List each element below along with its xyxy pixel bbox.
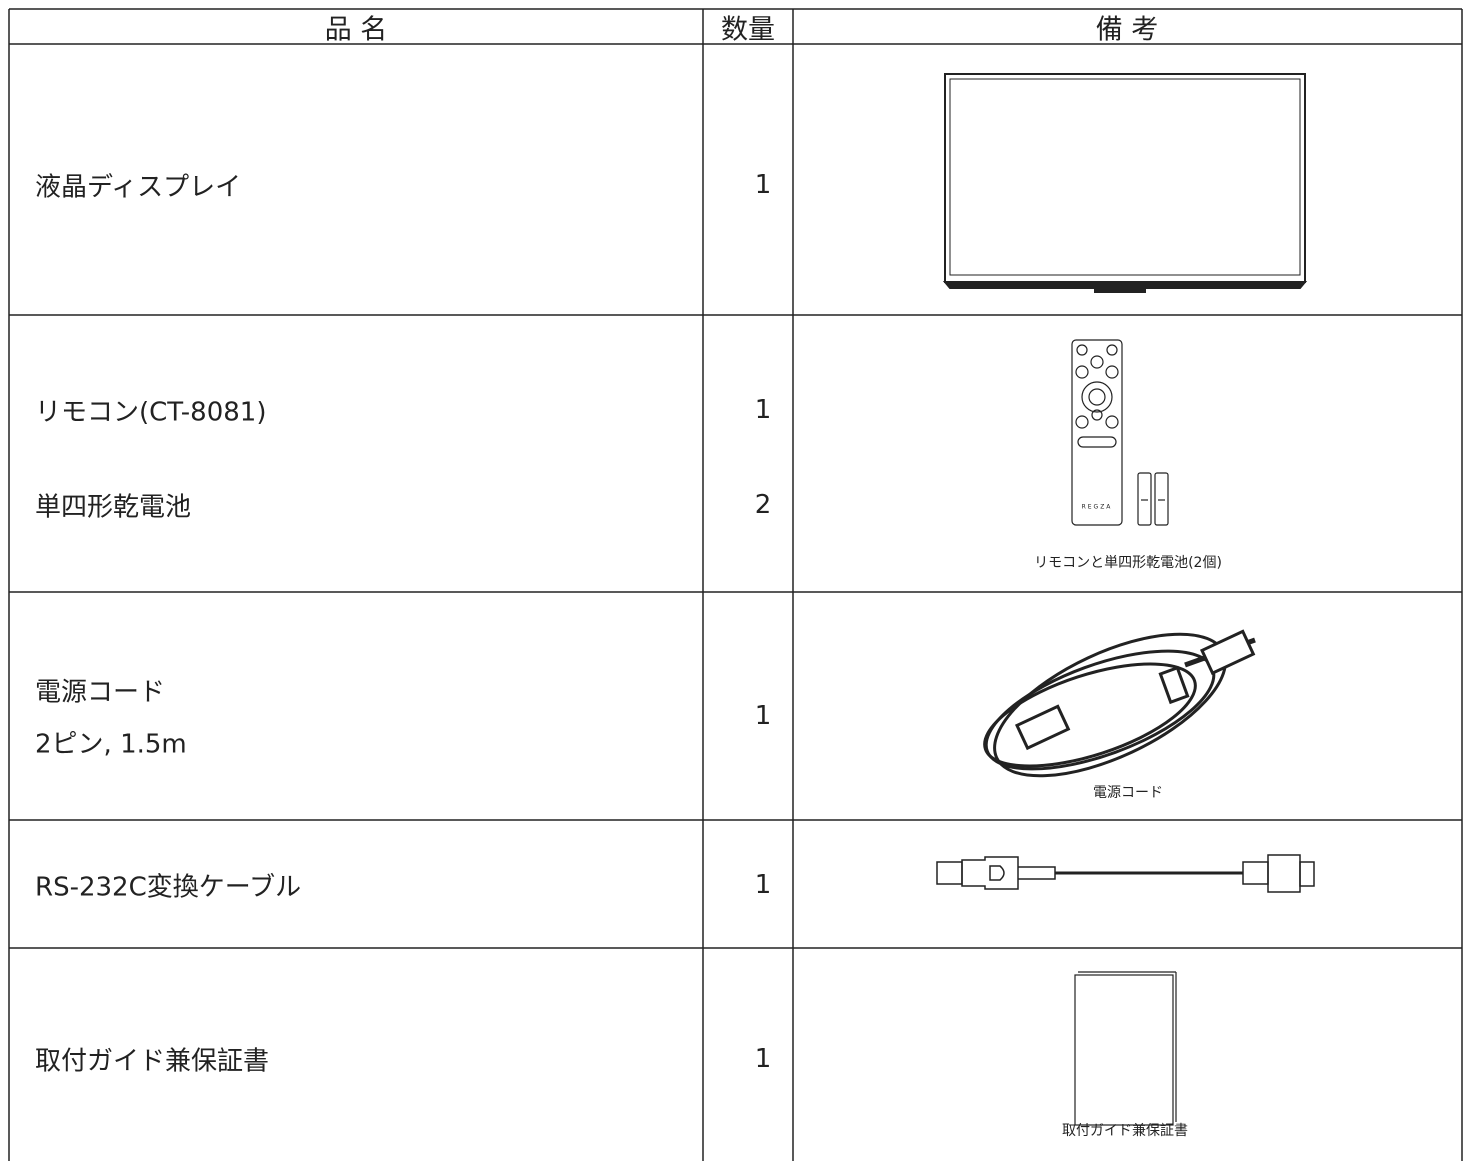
item-name: リモコン(CT-8081) [35, 397, 267, 428]
header-cell: 品 名 [324, 14, 388, 46]
header-cell: 備 考 [1095, 14, 1159, 46]
caption: 取付ガイド兼保証書 [1062, 1123, 1188, 1139]
item-name: 2ピン, 1.5m [35, 729, 187, 760]
item-quantity: 2 [754, 490, 772, 520]
guide-illustration [1074, 971, 1177, 1126]
caption: リモコンと単四形乾電池(2個) [1034, 555, 1222, 571]
rs232c-cable-illustration [936, 854, 1315, 893]
tv-illustration [942, 73, 1308, 293]
item-quantity: 1 [754, 870, 772, 900]
header-cell: 数量 [721, 14, 775, 46]
item-quantity: 1 [754, 395, 772, 425]
item-quantity: 1 [754, 170, 772, 200]
caption: 電源コード [1093, 785, 1163, 801]
item-name: 液晶ディスプレイ [35, 172, 242, 203]
cord-illustration [983, 629, 1256, 778]
item-name: 電源コード [35, 677, 166, 708]
item-quantity: 1 [754, 1044, 772, 1074]
remote-illustration [1071, 339, 1169, 526]
item-name: 取付ガイド兼保証書 [35, 1046, 270, 1077]
item-name: RS-232C変換ケーブル [35, 872, 302, 903]
item-quantity: 1 [754, 701, 772, 731]
item-name: 単四形乾電池 [35, 492, 192, 523]
remote-brand: REGZA [1081, 503, 1113, 511]
